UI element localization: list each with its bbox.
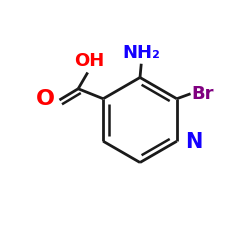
- Text: NH₂: NH₂: [122, 44, 160, 62]
- Text: O: O: [36, 89, 55, 109]
- Text: Br: Br: [192, 85, 214, 103]
- Text: N: N: [186, 132, 203, 152]
- Text: OH: OH: [74, 52, 104, 70]
